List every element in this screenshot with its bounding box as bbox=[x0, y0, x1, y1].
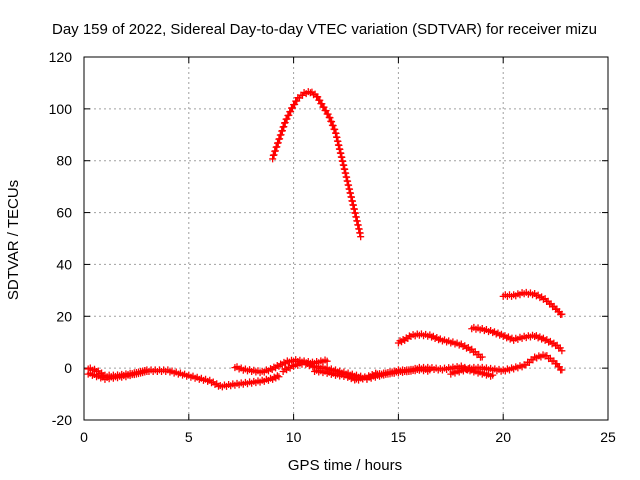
data-point bbox=[281, 119, 289, 127]
data-point bbox=[324, 110, 332, 118]
x-tick-label: 5 bbox=[185, 429, 193, 445]
series-arc-10 bbox=[447, 351, 566, 378]
data-point bbox=[426, 366, 434, 374]
data-point bbox=[323, 357, 331, 365]
data-series bbox=[84, 88, 566, 391]
series-arc-11 bbox=[373, 365, 434, 379]
y-tick-label: 80 bbox=[56, 153, 72, 169]
data-point bbox=[357, 233, 365, 241]
series-arc-1 bbox=[84, 364, 283, 391]
x-tick-label: 0 bbox=[80, 429, 88, 445]
data-point bbox=[283, 115, 291, 123]
data-point bbox=[326, 114, 334, 122]
data-point bbox=[328, 118, 336, 126]
data-point bbox=[271, 147, 279, 155]
data-point bbox=[273, 143, 281, 151]
series-arc-2 bbox=[84, 366, 151, 383]
x-tick-label: 15 bbox=[391, 429, 407, 445]
data-point bbox=[273, 372, 281, 380]
data-point bbox=[558, 366, 566, 374]
plot-frame bbox=[83, 56, 609, 421]
data-point bbox=[285, 111, 293, 119]
y-tick-label: -20 bbox=[52, 412, 72, 428]
data-point bbox=[287, 108, 295, 116]
y-tick-label: 40 bbox=[56, 256, 72, 272]
data-point bbox=[558, 347, 566, 355]
data-point bbox=[270, 363, 278, 371]
y-tick-label: 120 bbox=[49, 49, 73, 65]
series-arc-3 bbox=[231, 356, 331, 377]
data-point bbox=[399, 335, 407, 343]
data-point bbox=[273, 362, 281, 370]
data-point bbox=[558, 310, 566, 318]
data-point bbox=[277, 131, 285, 139]
data-point bbox=[329, 122, 337, 130]
axis-ticks: 0 5 10 15 20 25 -20 0 20 40 60 80 100 120 bbox=[49, 49, 616, 445]
x-tick-label: 10 bbox=[286, 429, 302, 445]
data-point bbox=[276, 135, 284, 143]
series-arc-4 bbox=[269, 88, 365, 241]
series-arc-8 bbox=[468, 323, 566, 355]
series-arc-6 bbox=[311, 366, 381, 384]
chart-title: Day 159 of 2022, Sidereal Day-to-day VTE… bbox=[52, 21, 597, 38]
data-point bbox=[143, 368, 151, 376]
y-tick-label: 0 bbox=[64, 360, 72, 376]
series-arc-7 bbox=[394, 330, 486, 361]
data-point bbox=[267, 365, 275, 373]
y-axis-label: SDTVAR / TECUs bbox=[5, 180, 22, 300]
data-point bbox=[278, 127, 286, 135]
data-point bbox=[269, 155, 277, 163]
x-tick-label: 25 bbox=[600, 429, 616, 445]
data-point bbox=[270, 151, 278, 159]
x-tick-label: 20 bbox=[495, 429, 511, 445]
series-arc-9 bbox=[499, 288, 566, 318]
data-point bbox=[275, 373, 283, 381]
x-axis-label: GPS time / hours bbox=[288, 457, 402, 474]
data-point bbox=[478, 353, 486, 361]
y-tick-label: 60 bbox=[56, 205, 72, 221]
data-point bbox=[277, 360, 285, 368]
data-point bbox=[280, 123, 288, 131]
y-tick-label: 20 bbox=[56, 308, 72, 324]
data-point bbox=[331, 125, 339, 133]
y-tick-label: 100 bbox=[49, 101, 73, 117]
data-point bbox=[274, 139, 282, 147]
